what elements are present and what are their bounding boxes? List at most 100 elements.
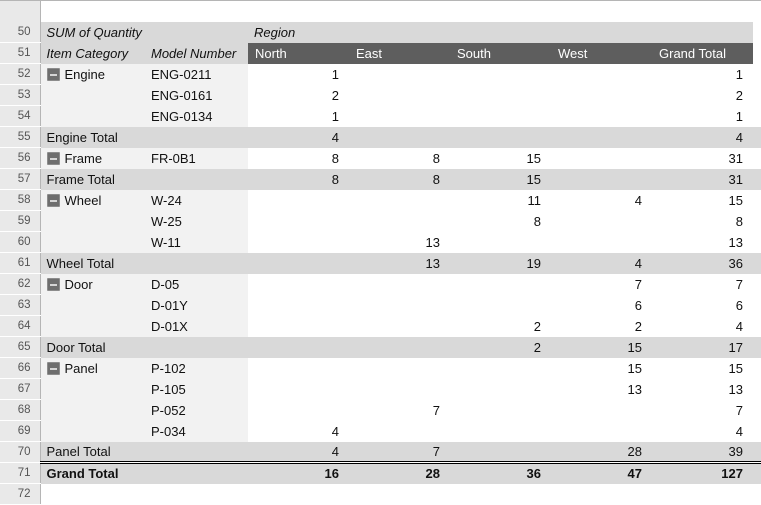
value-cell-grand-total[interactable]: 31 (652, 168, 753, 190)
value-cell-west[interactable]: 15 (551, 357, 652, 379)
value-cell-north[interactable]: 2 (248, 84, 349, 106)
value-cell-north[interactable] (248, 315, 349, 337)
value-cell-east[interactable] (349, 84, 450, 106)
row-number-50[interactable]: 50 (0, 21, 41, 43)
value-cell-south[interactable] (450, 378, 551, 400)
model-number-cell[interactable]: P-034 (145, 420, 248, 442)
value-cell-south[interactable]: 15 (450, 147, 551, 169)
collapse-minus-icon[interactable] (46, 361, 60, 375)
value-cell-west[interactable] (551, 147, 652, 169)
row-number-65[interactable]: 65 (0, 336, 41, 358)
value-cell-east[interactable] (349, 63, 450, 85)
value-cell-north[interactable] (248, 336, 349, 358)
item-category-cell[interactable] (40, 105, 145, 127)
item-category-cell[interactable]: Panel (40, 357, 145, 379)
model-number-cell[interactable]: ENG-0134 (145, 105, 248, 127)
value-cell-west[interactable]: 4 (551, 252, 652, 274)
row-number-57[interactable]: 57 (0, 168, 41, 190)
item-category-cell[interactable] (40, 84, 145, 106)
value-cell-west[interactable] (551, 399, 652, 421)
value-cell-grand-total[interactable]: 7 (652, 399, 753, 421)
value-cell-grand-total[interactable]: 4 (652, 315, 753, 337)
value-cell-east[interactable] (349, 105, 450, 127)
value-cell-north[interactable]: 4 (248, 441, 349, 463)
model-number-cell[interactable]: P-052 (145, 399, 248, 421)
value-cell-east[interactable] (349, 210, 450, 232)
value-cell-east[interactable]: 13 (349, 252, 450, 274)
value-cell-south[interactable] (450, 294, 551, 316)
row-number-69[interactable]: 69 (0, 420, 41, 442)
table-row[interactable]: 57 Frame Total 8 8 15 31 (0, 168, 761, 190)
value-cell-grand-total[interactable]: 36 (652, 252, 753, 274)
value-cell-west[interactable]: 4 (551, 189, 652, 211)
value-cell-grand-total[interactable]: 13 (652, 231, 753, 253)
item-category-cell[interactable]: Wheel (40, 189, 145, 211)
row-number-52[interactable]: 52 (0, 63, 41, 85)
table-row[interactable]: 70 Panel Total 4 7 28 39 (0, 441, 761, 463)
value-cell-south[interactable] (450, 63, 551, 85)
item-category-cell[interactable] (40, 210, 145, 232)
model-number-cell[interactable]: W-11 (145, 231, 248, 253)
value-cell-south[interactable]: 2 (450, 315, 551, 337)
value-cell-north[interactable] (248, 210, 349, 232)
table-row[interactable]: 65 Door Total 2 15 17 (0, 336, 761, 358)
table-row[interactable]: 56 Frame FR-0B1 8 8 15 31 (0, 147, 761, 169)
value-cell-south[interactable]: 15 (450, 168, 551, 190)
value-cell-grand-total[interactable]: 31 (652, 147, 753, 169)
model-number-cell[interactable]: P-105 (145, 378, 248, 400)
value-cell-east[interactable]: 8 (349, 147, 450, 169)
value-cell-west[interactable]: 6 (551, 294, 652, 316)
value-cell-east[interactable] (349, 357, 450, 379)
row-number-72[interactable]: 72 (0, 483, 41, 505)
item-category-cell[interactable]: Door (40, 273, 145, 295)
item-category-cell[interactable] (40, 399, 145, 421)
value-cell-west[interactable] (551, 210, 652, 232)
value-cell-north[interactable] (248, 252, 349, 274)
row-number-70[interactable]: 70 (0, 441, 41, 463)
value-cell-east[interactable] (349, 189, 450, 211)
value-cell-west[interactable]: 15 (551, 336, 652, 358)
value-cell-east[interactable]: 28 (349, 461, 450, 484)
table-row[interactable]: 55 Engine Total 4 4 (0, 126, 761, 148)
subtotal-label[interactable]: Engine Total (40, 126, 248, 148)
value-cell-grand-total[interactable]: 17 (652, 336, 753, 358)
collapse-minus-icon[interactable] (46, 193, 60, 207)
table-row[interactable]: 53 ENG-0161 2 2 (0, 84, 761, 106)
value-cell-north[interactable]: 8 (248, 168, 349, 190)
model-number-cell[interactable]: ENG-0211 (145, 63, 248, 85)
table-row[interactable]: 69 P-034 4 4 (0, 420, 761, 442)
value-cell-south[interactable] (450, 231, 551, 253)
row-number-56[interactable]: 56 (0, 147, 41, 169)
value-cell-west[interactable] (551, 126, 652, 148)
value-cell-south[interactable]: 19 (450, 252, 551, 274)
row-number-59[interactable]: 59 (0, 210, 41, 232)
empty-row-cells[interactable] (40, 483, 761, 505)
value-cell-east[interactable] (349, 126, 450, 148)
value-cell-north[interactable] (248, 231, 349, 253)
value-cell-grand-total[interactable]: 2 (652, 84, 753, 106)
subtotal-label[interactable]: Wheel Total (40, 252, 248, 274)
row-number-54[interactable]: 54 (0, 105, 41, 127)
item-category-cell[interactable]: Frame (40, 147, 145, 169)
value-cell-grand-total[interactable]: 127 (652, 461, 753, 484)
value-cell-south[interactable] (450, 357, 551, 379)
value-cell-grand-total[interactable]: 13 (652, 378, 753, 400)
row-number-68[interactable]: 68 (0, 399, 41, 421)
value-cell-north[interactable] (248, 357, 349, 379)
model-number-cell[interactable]: D-01Y (145, 294, 248, 316)
table-row-empty[interactable]: 72 (0, 483, 761, 505)
value-cell-south[interactable] (450, 441, 551, 463)
row-field-header-item-category[interactable]: Item Category (40, 42, 145, 64)
value-cell-grand-total[interactable]: 15 (652, 357, 753, 379)
row-number-66[interactable]: 66 (0, 357, 41, 379)
table-row[interactable]: 63 D-01Y 6 6 (0, 294, 761, 316)
value-cell-east[interactable] (349, 273, 450, 295)
row-number-55[interactable]: 55 (0, 126, 41, 148)
value-cell-grand-total[interactable]: 8 (652, 210, 753, 232)
column-header-east[interactable]: East (349, 42, 450, 64)
value-cell-east[interactable] (349, 294, 450, 316)
value-cell-south[interactable]: 2 (450, 336, 551, 358)
value-cell-west[interactable]: 47 (551, 461, 652, 484)
row-number-64[interactable]: 64 (0, 315, 41, 337)
value-cell-south[interactable] (450, 420, 551, 442)
